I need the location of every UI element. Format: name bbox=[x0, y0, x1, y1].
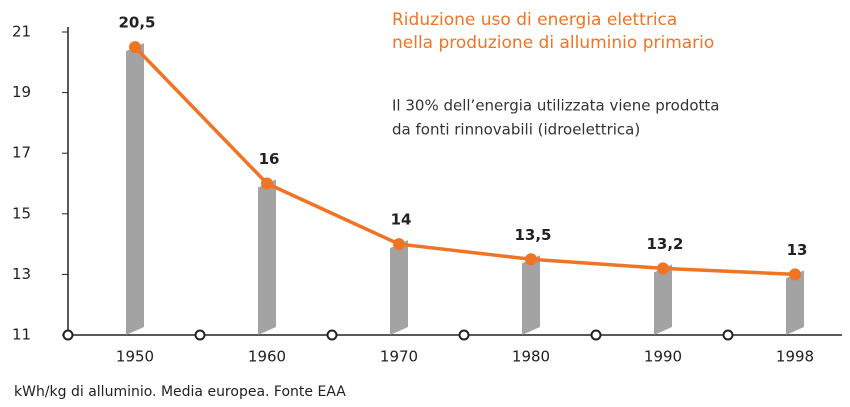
value-label: 13,5 bbox=[514, 226, 551, 244]
y-tick-label: 13 bbox=[12, 265, 31, 283]
footnote: kWh/kg di alluminio. Media europea. Font… bbox=[14, 384, 346, 400]
bar bbox=[126, 43, 144, 336]
subtitle: Il 30% dell’energia utilizzata viene pro… bbox=[392, 97, 719, 115]
bar bbox=[786, 270, 804, 335]
point bbox=[129, 41, 141, 54]
axis-dot bbox=[326, 329, 338, 341]
axis-dot bbox=[194, 329, 206, 341]
point bbox=[261, 177, 273, 190]
point bbox=[789, 268, 801, 281]
value-label: 16 bbox=[259, 150, 280, 168]
value-label: 13 bbox=[787, 241, 808, 259]
bar bbox=[258, 179, 276, 335]
value-label: 14 bbox=[391, 211, 412, 229]
chart-title: nella produzione di alluminio primario bbox=[392, 33, 714, 53]
bar bbox=[654, 264, 672, 335]
chart-title: Riduzione uso di energia elettrica bbox=[392, 10, 677, 30]
point bbox=[657, 262, 669, 275]
value-label: 13,2 bbox=[646, 235, 683, 253]
point bbox=[525, 253, 537, 266]
x-tick-label: 1960 bbox=[248, 348, 286, 366]
x-tick-label: 1970 bbox=[380, 348, 418, 366]
bar bbox=[390, 240, 408, 335]
point bbox=[393, 238, 405, 251]
y-tick-label: 15 bbox=[12, 204, 31, 222]
x-tick-label: 1950 bbox=[116, 348, 154, 366]
line bbox=[133, 45, 796, 277]
x-tick-label: 1980 bbox=[512, 348, 550, 366]
subtitle: da fonti rinnovabili (idroelettrica) bbox=[392, 121, 640, 139]
y-tick-label: 21 bbox=[12, 23, 31, 41]
axis-dot bbox=[590, 329, 602, 341]
axis-dot bbox=[458, 329, 470, 341]
y-tick-label: 11 bbox=[12, 326, 31, 344]
y-tick-label: 19 bbox=[12, 83, 31, 101]
axis-dot bbox=[62, 329, 74, 341]
x-tick-label: 1998 bbox=[776, 348, 814, 366]
y-tick-label: 17 bbox=[12, 144, 31, 162]
value-label: 20,5 bbox=[118, 14, 155, 32]
x-tick-label: 1990 bbox=[644, 348, 682, 366]
bar bbox=[522, 255, 540, 335]
axis-dot bbox=[722, 329, 734, 341]
